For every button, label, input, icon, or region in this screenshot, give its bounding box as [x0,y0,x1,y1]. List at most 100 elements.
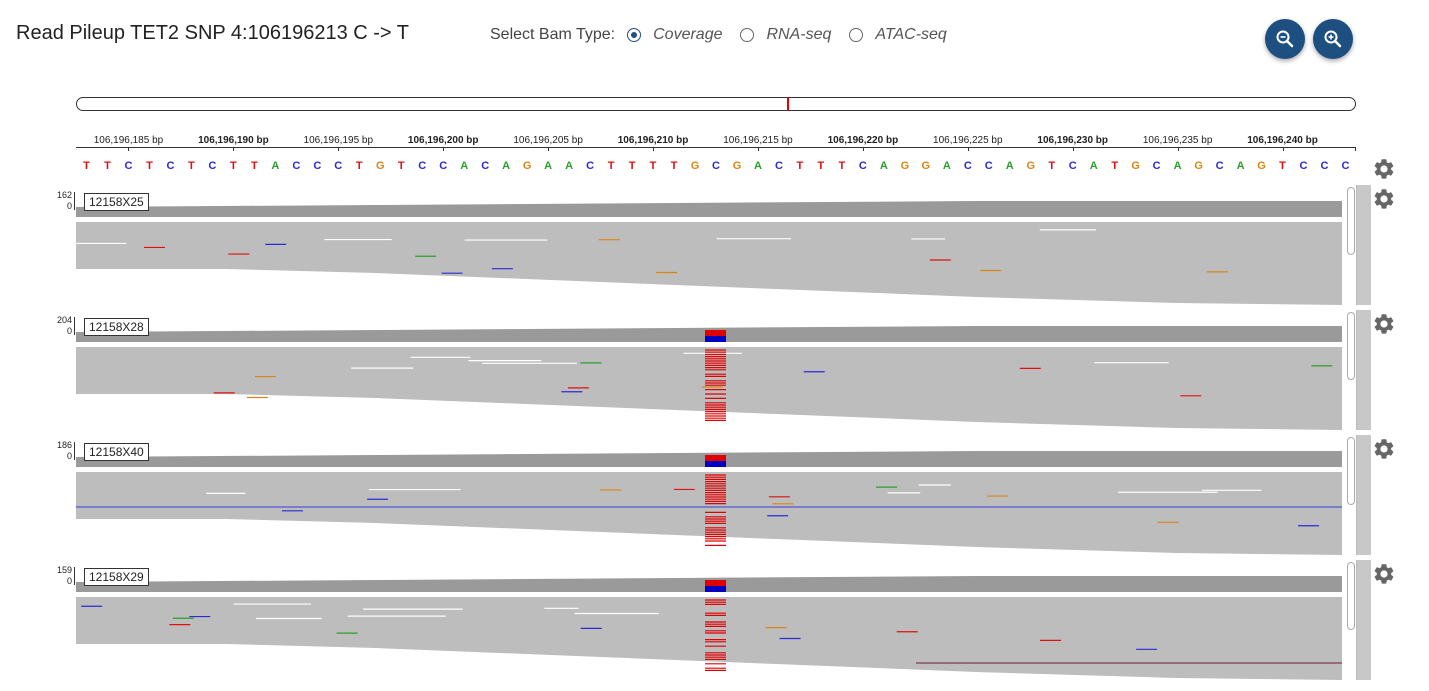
nucleotide-C: C [712,160,720,172]
read-pileup [76,472,1342,555]
ruler-label: 106,196,215 bp [723,135,793,146]
nucleotide-G: G [522,160,532,172]
coverage-max: 159 [56,565,72,575]
track-scrollbar[interactable] [1347,435,1371,555]
zoom-in-button[interactable] [1313,19,1353,59]
coverage-min: 0 [66,201,72,211]
read-pileup [76,597,1342,680]
gear-icon [1374,439,1394,459]
ruler-tick [757,147,759,151]
nucleotide-A: A [271,160,280,172]
nucleotide-C: C [208,160,217,172]
radio-atacseq[interactable] [849,28,864,42]
sample-name: 12158X25 [84,193,149,211]
track-settings-button[interactable] [1372,437,1396,461]
nucleotide-T: T [1048,160,1056,172]
nucleotide-T: T [1279,160,1286,172]
ruler-label: 106,196,195 bp [303,135,374,146]
coverage-scale: 159 0 [44,565,75,586]
ruler-tick [1177,147,1179,151]
zoom-out-button[interactable] [1265,19,1305,59]
nucleotide-C: C [439,160,448,172]
zoom-in-icon [1324,30,1342,48]
nucleotide-C: C [1299,160,1308,172]
track-12158X25: 162 0 12158X25 [0,185,1429,305]
alignment-view[interactable] [76,185,1356,305]
nucleotide-T: T [670,160,678,172]
bam-type-atacseq[interactable]: ATAC-seq [849,26,947,44]
nucleotide-G: G [900,160,910,172]
nucleotide-C: C [858,160,867,172]
radio-coverage[interactable] [627,28,642,42]
nucleotide-C: C [292,160,301,172]
coverage-alt-allele [705,580,726,586]
nucleotide-C: C [418,160,427,172]
track-12158X28: 204 0 12158X28 [0,310,1429,430]
nucleotide-C: C [481,160,490,172]
nucleotide-A: A [565,160,574,172]
nucleotide-T: T [146,160,153,172]
ruler-tick [128,147,130,151]
alignment-view[interactable] [76,560,1356,680]
nucleotide-G: G [690,160,700,172]
ruler-label: 106,196,200 bp [407,135,479,146]
nucleotide-A: A [1005,160,1014,172]
bam-type-rnaseq[interactable]: RNA-seq [740,26,831,44]
ruler-label: 106,196,185 bp [93,135,164,146]
nucleotide-C: C [1341,160,1350,172]
nucleotide-A: A [1089,160,1098,172]
alignment-view[interactable] [76,310,1356,430]
ruler-label: 106,196,230 bp [1037,135,1109,146]
track-settings-button[interactable] [1372,562,1396,586]
nucleotide-A: A [1236,160,1245,172]
option-label: Coverage [653,26,723,43]
scrollbar-thumb[interactable] [1347,187,1355,255]
ruler-label: 106,196,205 bp [513,135,583,146]
chromosome-ideogram[interactable] [76,97,1356,111]
track-scrollbar[interactable] [1347,310,1371,430]
nucleotide-C: C [124,160,133,172]
nucleotide-T: T [607,160,615,172]
radio-rnaseq[interactable] [740,28,755,42]
ruler-label: 106,196,240 bp [1247,135,1318,146]
alignment-view[interactable] [76,435,1356,555]
read-pileup [76,222,1342,305]
nucleotide-G: G [1026,160,1036,172]
nucleotide-T: T [397,160,405,172]
nucleotide-A: A [502,160,511,172]
ruler-axis [76,147,1356,148]
nucleotide-T: T [355,160,363,172]
bam-type-coverage[interactable]: Coverage [627,26,722,44]
nucleotide-G: G [732,160,742,172]
ruler-tick [548,147,550,151]
scrollbar-thumb[interactable] [1347,562,1355,630]
nucleotide-C: C [963,160,972,172]
track-settings-button[interactable] [1372,187,1396,211]
nucleotide-C: C [166,160,175,172]
track-scrollbar[interactable] [1347,185,1371,305]
coverage-max: 204 [56,315,72,325]
scrollbar-thumb[interactable] [1347,312,1355,380]
position-ruler: 106,196,185 bp 106,196,190 bp 106,196,195 … [76,130,1356,151]
track-12158X40: 186 0 12158X40 [0,435,1429,555]
nucleotide-T: T [649,160,657,172]
sequence-settings-button[interactable] [1372,157,1396,181]
coverage-bar [76,201,1342,217]
scrollbar-thumb[interactable] [1347,437,1355,505]
track-settings-button[interactable] [1372,312,1396,336]
nucleotide-C: C [313,160,322,172]
gear-icon [1374,564,1394,584]
track-scrollbar[interactable] [1347,560,1371,680]
nucleotide-G: G [1257,160,1266,172]
nucleotide-C: C [586,160,595,172]
ruler-tick [338,147,340,151]
nucleotide-C: C [1068,160,1077,172]
bam-type-label: Select Bam Type: [490,26,616,43]
nucleotide-G: G [1131,160,1140,172]
zoom-out-icon [1276,30,1294,48]
ruler-tick [1072,147,1074,151]
sample-name: 12158X28 [84,318,149,336]
option-label: ATAC-seq [875,26,947,43]
nucleotide-C: C [1320,160,1329,172]
nucleotide-T: T [188,160,195,172]
